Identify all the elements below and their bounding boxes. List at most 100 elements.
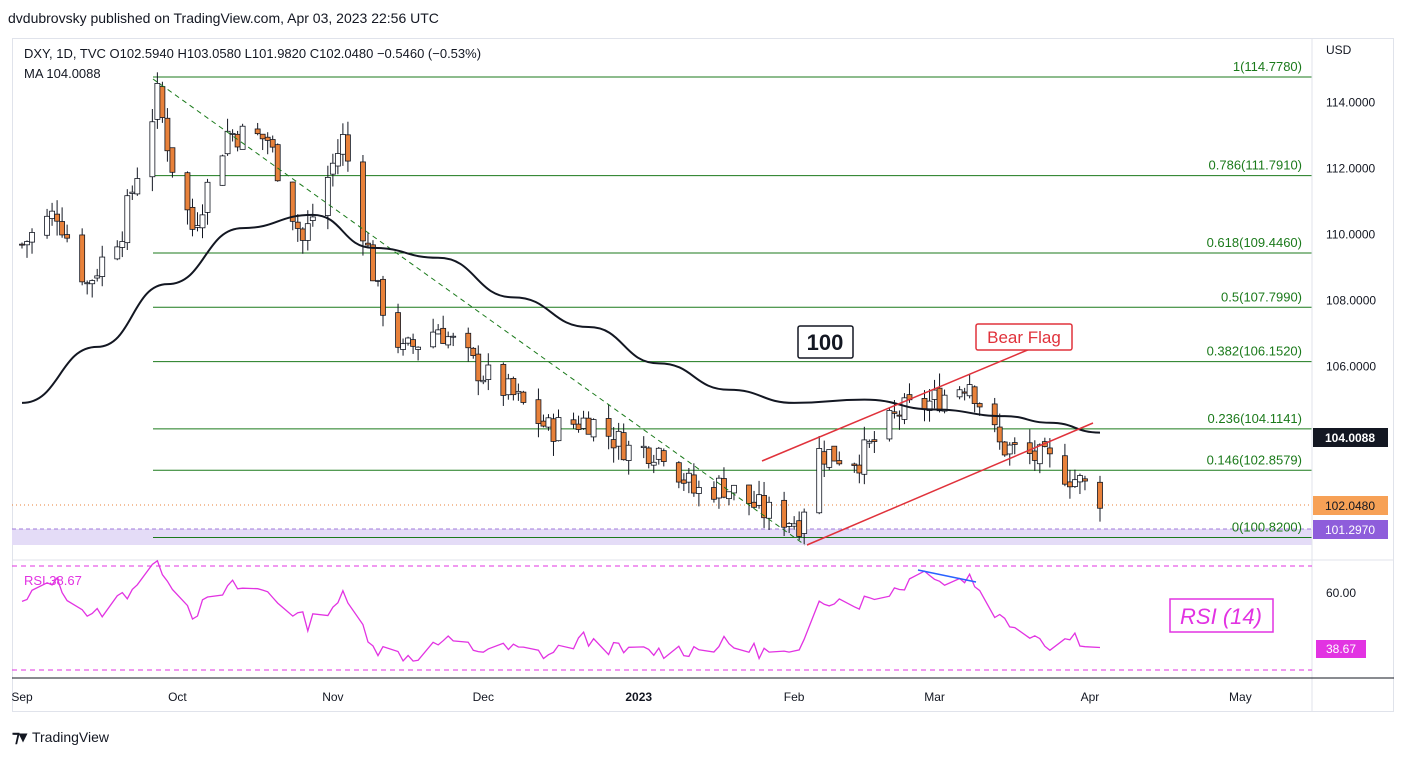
fib-level-label: 0.146(102.8579) xyxy=(1207,452,1302,467)
candle-body xyxy=(259,133,266,140)
candle-body xyxy=(269,139,276,148)
rsi-legend[interactable]: RSI 38.67 xyxy=(24,573,82,588)
candle-body xyxy=(1006,444,1013,455)
candle-body xyxy=(545,417,552,428)
price-tick-label: 110.0000 xyxy=(1326,228,1375,242)
ma-price-tag xyxy=(1313,428,1388,447)
fib-level-label: 0.618(109.4460) xyxy=(1207,235,1302,250)
candle-body xyxy=(480,379,487,383)
candle-body xyxy=(941,394,948,412)
candle-body xyxy=(826,449,833,468)
candle-body xyxy=(886,410,893,440)
candle-body xyxy=(99,256,106,277)
candle-body xyxy=(435,329,442,335)
candle-body xyxy=(675,462,682,483)
candle-body xyxy=(650,461,657,466)
candle-body xyxy=(971,386,978,404)
support-zone xyxy=(12,529,1312,545)
ma-legend[interactable]: MA 104.0088 xyxy=(24,66,101,81)
candle-body xyxy=(1082,478,1088,482)
rsi-value: 38.67 xyxy=(1326,642,1356,656)
candle-body xyxy=(781,499,788,528)
rsi-title-box xyxy=(1169,598,1274,633)
candle-body xyxy=(370,244,376,282)
candle-body xyxy=(54,213,60,222)
bear-flag-upper-line xyxy=(761,348,1031,462)
bear-flag-label: Bear Flag xyxy=(987,328,1061,347)
candle-body xyxy=(570,419,577,425)
time-tick-label: Dec xyxy=(473,690,494,704)
candle-body xyxy=(510,378,517,396)
candle-body xyxy=(660,450,667,462)
candle-body xyxy=(726,491,732,500)
candle-body xyxy=(505,378,512,396)
candle-body xyxy=(309,216,316,221)
candle-body xyxy=(289,181,296,222)
candle-body xyxy=(334,153,341,167)
price-tick-label: 112.0000 xyxy=(1326,162,1375,176)
candle-body xyxy=(229,132,236,135)
candle-body xyxy=(430,331,437,348)
candle-body xyxy=(966,384,973,397)
candle-body xyxy=(134,178,141,195)
candle-body xyxy=(114,246,121,260)
candle-body xyxy=(921,398,928,410)
candle-body xyxy=(936,387,943,412)
rsi-legend-text: RSI 38.67 xyxy=(24,573,82,588)
ohlc-legend[interactable]: DXY, 1D, TVC O102.5940 H103.0580 L101.98… xyxy=(24,46,482,61)
rsi-title: RSI (14) xyxy=(1180,604,1262,629)
candle-body xyxy=(931,389,938,400)
candle-body xyxy=(254,128,261,135)
candle-body xyxy=(1077,475,1083,483)
candle-body xyxy=(721,478,727,498)
price-tick-label: 108.0000 xyxy=(1326,294,1376,308)
candle-body xyxy=(685,472,692,483)
candle-body xyxy=(690,474,697,494)
time-tick-label: Mar xyxy=(924,690,945,704)
candle-body xyxy=(365,242,371,246)
candle-body xyxy=(1031,450,1038,461)
candle-body xyxy=(1062,455,1068,485)
candle-body xyxy=(796,520,803,537)
rsi-divergence-line xyxy=(917,569,977,583)
candle-body xyxy=(124,195,131,244)
ma-label-box xyxy=(797,325,854,359)
candle-body xyxy=(169,147,176,173)
candle-body xyxy=(620,432,627,461)
candle-body xyxy=(129,191,136,194)
time-tick-label: May xyxy=(1229,690,1252,704)
candle-body xyxy=(219,155,226,186)
candle-body xyxy=(380,278,386,316)
candle-body xyxy=(1067,481,1073,488)
moving-average-line xyxy=(21,213,1101,434)
candle-body xyxy=(821,451,828,465)
candle-body xyxy=(224,130,231,155)
candle-body xyxy=(475,353,482,382)
candle-body xyxy=(485,364,492,380)
candle-body xyxy=(580,417,587,429)
candle-body xyxy=(450,335,457,338)
close-price-tag xyxy=(1313,496,1388,515)
time-tick-label: Feb xyxy=(784,690,805,704)
footer-brand[interactable]: ⁊▾ TradingView xyxy=(12,727,109,747)
candle-body xyxy=(395,312,401,348)
time-tick-label: 2023 xyxy=(625,690,652,704)
candle-body xyxy=(59,221,66,236)
candle-body xyxy=(731,484,737,494)
time-tick-label: Nov xyxy=(322,690,343,704)
candle-body xyxy=(500,364,507,396)
candle-body xyxy=(1072,479,1078,487)
candle-body xyxy=(360,161,366,242)
candle-body xyxy=(831,445,838,462)
candle-body xyxy=(89,280,96,285)
footer-brand-text: TradingView xyxy=(31,729,110,745)
candle-body xyxy=(79,234,86,283)
fib-level-label: 0.786(111.7910) xyxy=(1209,158,1302,173)
candle-body xyxy=(1011,442,1018,445)
fib-level-label: 1(114.7780) xyxy=(1233,59,1302,74)
candle-body xyxy=(24,241,30,246)
candle-body xyxy=(751,501,757,508)
candle-body xyxy=(791,523,798,527)
candle-body xyxy=(119,241,126,248)
